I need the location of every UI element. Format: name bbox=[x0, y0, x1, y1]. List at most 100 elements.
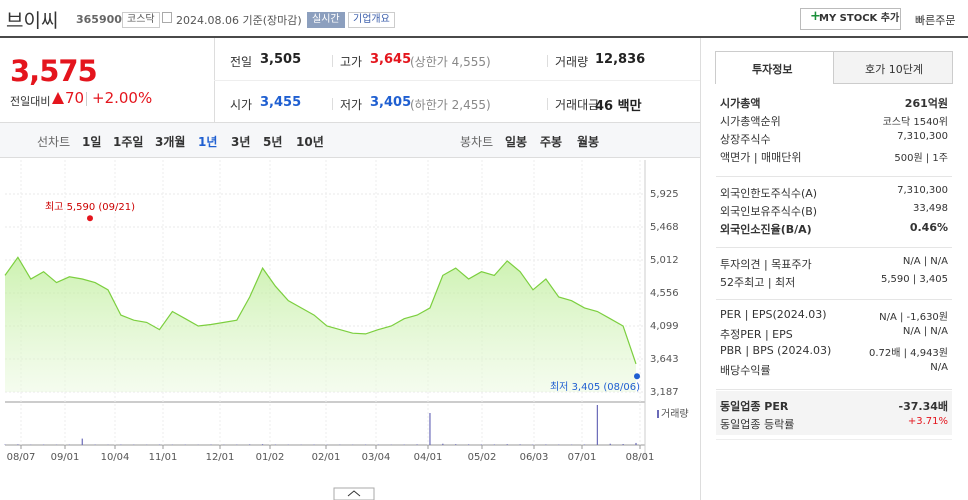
up-arrow bbox=[52, 92, 64, 104]
summary-label: 고가 bbox=[340, 55, 363, 69]
summary-label: 거래량 bbox=[555, 55, 589, 69]
period-tab[interactable]: 5년 bbox=[263, 135, 283, 149]
candle-tab[interactable]: 일봉 bbox=[505, 135, 528, 149]
sep bbox=[86, 92, 87, 106]
summary-value: 3,455 bbox=[260, 95, 302, 110]
collapse-handle[interactable] bbox=[333, 487, 375, 500]
section-rule bbox=[716, 389, 952, 390]
period-tab[interactable]: 1주일 bbox=[113, 135, 144, 149]
panel bbox=[700, 38, 968, 500]
x-tick-label: 08/01 bbox=[626, 452, 655, 463]
x-tick-label: 10/04 bbox=[101, 452, 130, 463]
volume-bar bbox=[609, 443, 611, 445]
low-marker bbox=[634, 373, 640, 380]
period-tab[interactable]: 3개월 bbox=[155, 135, 186, 149]
stock-name: 브이씨 bbox=[6, 10, 59, 32]
divider bbox=[214, 80, 700, 81]
x-tick-label: 09/01 bbox=[51, 452, 80, 463]
price-line bbox=[4, 256, 637, 365]
volume-bar bbox=[261, 444, 264, 445]
market-tag: 코스닥 bbox=[122, 12, 160, 28]
volume-bar bbox=[493, 444, 495, 445]
x-tick-label: 12/01 bbox=[206, 452, 235, 463]
volume-bar bbox=[506, 444, 508, 445]
x-tick-label: 11/01 bbox=[149, 452, 178, 463]
candle-tab[interactable]: 주봉 bbox=[540, 135, 563, 149]
panel-tab[interactable]: 호가 10단계 bbox=[865, 63, 923, 76]
volume-label: 거래량 bbox=[661, 408, 689, 420]
change-label: 전일대비 bbox=[10, 95, 51, 108]
date: 2024.08.06 기준(장마감) bbox=[176, 14, 302, 27]
handle-icon bbox=[347, 490, 361, 497]
panel-tab[interactable]: 투자정보 bbox=[752, 63, 793, 76]
panel-tab-active bbox=[715, 51, 834, 84]
mystock-text: MY STOCK 추가 bbox=[819, 13, 900, 24]
info-label: 배당수익률 bbox=[720, 364, 771, 377]
chart: 3,187 3,643 4,099 4,556 5,012 5,468 5,925 08/07… bbox=[4, 160, 689, 500]
summary-value: 46 백만 bbox=[595, 99, 642, 114]
stock-code: 365900 bbox=[76, 13, 122, 26]
quick-order[interactable]: 빠른주문 bbox=[915, 14, 956, 27]
period-tab[interactable]: 3년 bbox=[231, 135, 251, 149]
calendar-icon bbox=[162, 12, 172, 23]
summary-note: (하한가 2,455) bbox=[410, 98, 491, 112]
volume-bar bbox=[545, 444, 547, 445]
overview-btn[interactable]: 기업개요 bbox=[348, 12, 395, 28]
info-label: 투자의견 | 목표주가 bbox=[720, 258, 812, 271]
section-bg bbox=[716, 391, 952, 435]
info-value: 0.46% bbox=[909, 221, 948, 234]
info-value: N/A bbox=[930, 362, 948, 373]
volume-bar bbox=[596, 405, 598, 445]
info-label: 상장주식수 bbox=[720, 133, 771, 146]
volume-bar bbox=[17, 444, 19, 445]
mystock-btn[interactable]: MY STOCK 추가 bbox=[800, 8, 901, 30]
summary-sep bbox=[332, 98, 333, 110]
info-value: 7,310,300 bbox=[897, 131, 948, 142]
section-rule bbox=[716, 247, 952, 248]
summary-label: 시가 bbox=[230, 98, 253, 112]
info-value: 500원 | 1주 bbox=[894, 153, 948, 164]
volume-bar bbox=[249, 444, 251, 445]
candle-tab[interactable]: 월봉 bbox=[577, 135, 600, 149]
summary-value: 12,836 bbox=[595, 52, 646, 67]
x-tick-label: 07/01 bbox=[568, 452, 597, 463]
y-tick-label: 4,099 bbox=[650, 321, 679, 332]
section-rule bbox=[716, 299, 952, 300]
realtime-tag[interactable]: 실시간 bbox=[307, 12, 345, 28]
x-tick-label: 05/02 bbox=[468, 452, 497, 463]
info-label: 추정PER | EPS bbox=[720, 328, 793, 341]
summary-note: (상한가 4,555) bbox=[410, 55, 491, 69]
y-tick-label: 5,925 bbox=[650, 189, 679, 200]
volume-bar bbox=[622, 444, 624, 445]
summary-sep bbox=[332, 55, 333, 67]
info-value: N/A | N/A bbox=[902, 256, 948, 267]
price: 3,575 bbox=[10, 54, 98, 88]
volume-bar bbox=[429, 413, 431, 445]
x-tick-label: 08/07 bbox=[7, 452, 36, 463]
info-value: 33,498 bbox=[913, 203, 948, 214]
volume-bar bbox=[519, 444, 521, 445]
period-tab[interactable]: 10년 bbox=[296, 135, 324, 149]
period-tab[interactable]: 1년 bbox=[198, 135, 218, 149]
info-label: 시가총액 bbox=[720, 97, 761, 110]
info-label: 동일업종 등락률 bbox=[720, 418, 795, 431]
info-label: 외국인한도주식수(A) bbox=[720, 187, 818, 200]
info-value: 5,590 | 3,405 bbox=[881, 274, 948, 285]
summary-label: 거래대금 bbox=[555, 98, 600, 112]
info-value: N/A | -1,630원 bbox=[879, 312, 948, 323]
period-tab[interactable]: 1일 bbox=[82, 135, 102, 149]
y-tick-label: 5,468 bbox=[650, 222, 679, 233]
summary-label: 저가 bbox=[340, 98, 363, 112]
x-tick-label: 03/04 bbox=[362, 452, 391, 463]
info-label: 액면가 | 매매단위 bbox=[720, 151, 802, 164]
volume-legend-icon bbox=[657, 410, 659, 418]
volume-bar bbox=[442, 443, 444, 445]
price-area bbox=[5, 257, 636, 392]
info-label: 시가총액순위 bbox=[720, 115, 781, 128]
info-value: 0.72배 | 4,943원 bbox=[868, 348, 948, 359]
x-tick-label: 04/01 bbox=[414, 452, 443, 463]
info-label: 52주최고 | 최저 bbox=[720, 276, 796, 289]
summary-value: 3,405 bbox=[370, 95, 412, 110]
x-tick-label: 01/02 bbox=[256, 452, 285, 463]
plus-icon: + bbox=[810, 9, 821, 24]
